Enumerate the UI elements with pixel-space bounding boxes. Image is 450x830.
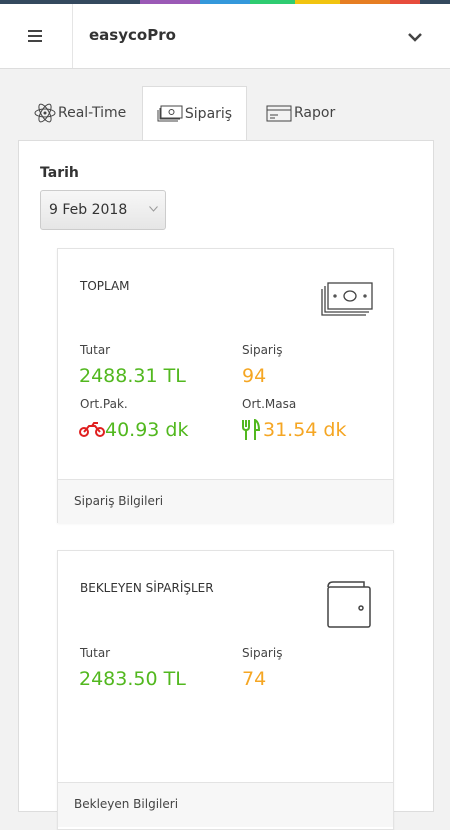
pending-card: BEKLEYEN SİPARİŞLER Tutar 2483.50 TL Sip… [57, 550, 394, 830]
card-title: TOPLAM [80, 279, 130, 293]
stat-label: Tutar [80, 343, 111, 357]
tab-label: Sipariş [184, 106, 233, 122]
tab[interactable]: Rapor [266, 86, 346, 140]
moto-icon [79, 422, 105, 437]
fork-icon [242, 419, 260, 440]
stat-value: 2483.50 TL [79, 668, 186, 690]
wallet-icon [327, 581, 371, 628]
footer-text: Bekleyen Bilgileri [74, 797, 179, 811]
card-footer[interactable]: Sipariş Bilgileri [58, 479, 393, 524]
stat-value: 2488.31 TL [79, 365, 186, 387]
date-label: Tarih [40, 165, 79, 181]
stat-label: Sipariş [242, 646, 283, 660]
tab[interactable]: Real-Time [34, 86, 134, 140]
stat-value: 74 [242, 668, 267, 690]
summary-card: TOPLAM Tutar 2488.31 TL Sipariş 94 Ort.P… [57, 248, 394, 524]
stat-value: 31.54 dk [263, 419, 347, 441]
footer-text: Sipariş Bilgileri [74, 494, 164, 508]
stat-label: Ort.Pak. [80, 397, 128, 411]
tab-label: Real-Time [58, 105, 127, 121]
stat-value: 40.93 dk [105, 419, 189, 441]
stat-value: 94 [242, 365, 267, 387]
color-strip [0, 0, 450, 4]
date-select[interactable]: 9 Feb 2018 [40, 190, 166, 230]
app-title: easycoPro [89, 26, 176, 44]
stat-label: Ort.Masa [242, 397, 297, 411]
app-header: easycoPro [0, 4, 450, 69]
date-value: 9 Feb 2018 [49, 202, 128, 218]
menu-button[interactable] [28, 30, 42, 42]
stat-label: Sipariş [242, 343, 283, 357]
stat-label: Tutar [80, 646, 111, 660]
tab-active[interactable]: Sipariş [142, 86, 247, 141]
card-title: BEKLEYEN SİPARİŞLER [80, 581, 214, 595]
dropdown-chevron[interactable] [408, 32, 422, 42]
tab-label: Rapor [294, 105, 336, 121]
money-icon [320, 282, 373, 321]
card-footer[interactable]: Bekleyen Bilgileri [58, 782, 393, 827]
